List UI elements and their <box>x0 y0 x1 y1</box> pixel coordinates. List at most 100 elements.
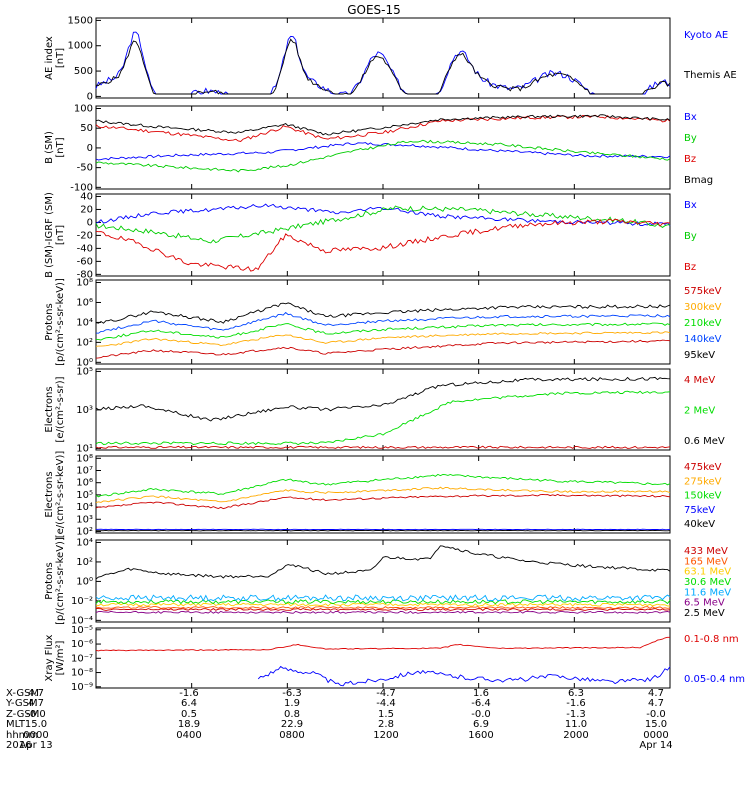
footer-value: 6.9 <box>473 719 489 731</box>
y-tick-label: 10⁴ <box>76 502 93 513</box>
y-axis-label: [W/m²] <box>55 640 66 675</box>
legend-label: Bz <box>684 262 696 273</box>
y-tick-label: -50 <box>77 163 93 174</box>
y-tick-label: 10³ <box>76 405 93 416</box>
panel-frame <box>95 279 671 365</box>
y-tick-label: 10⁻⁵ <box>71 625 93 636</box>
footer-value: -4.4 <box>376 698 396 710</box>
y-axis-label: [p/(cm²-s-sr-keV)] <box>55 278 66 366</box>
y-tick-label: 10⁶ <box>76 297 93 308</box>
footer-value: 18.9 <box>177 719 201 731</box>
y-tick-label: 10⁰ <box>76 357 93 368</box>
y-tick-label: 0 <box>87 217 93 228</box>
footer-value: 4.7 <box>648 698 664 710</box>
series-line-2 <box>95 38 671 95</box>
footer-value: 1.5 <box>378 708 394 720</box>
series-line-1 <box>95 203 671 227</box>
series-line-5 <box>95 594 671 602</box>
footer-row: 2016 Apr 13 Apr 14 <box>6 739 750 751</box>
series-line-1 <box>95 31 671 95</box>
series-line-4 <box>95 528 671 531</box>
y-axis-label: AE index <box>44 36 55 80</box>
legend-label: 210keV <box>684 318 722 329</box>
y-axis-label: [nT] <box>55 48 66 68</box>
series-line-1 <box>95 339 671 359</box>
series-line-7 <box>95 545 671 580</box>
panel-frame <box>95 105 671 190</box>
footer-value: -0.0 <box>471 708 491 720</box>
y-axis-label: [nT] <box>55 225 66 245</box>
y-axis-label: [e/(cm²-s-sr)] <box>55 376 66 442</box>
legend-label: 2 MeV <box>684 406 715 417</box>
y-axis-label: Electrons <box>44 471 55 517</box>
footer-value: 1600 <box>468 729 494 741</box>
footer-value: 0400 <box>176 729 202 741</box>
footer-value: -1.6 <box>179 688 199 699</box>
y-tick-label: 10⁴ <box>76 317 93 328</box>
y-tick-label: 10⁸ <box>76 278 93 289</box>
y-axis-label: B (SM)-IGRF (SM) <box>44 192 55 278</box>
y-axis-label: Protons <box>44 303 55 340</box>
series-line-5 <box>95 302 671 324</box>
footer-value: 6.4 <box>181 698 197 710</box>
legend-label: 40keV <box>684 519 715 530</box>
legend-label: 275keV <box>684 476 722 487</box>
legend-label: 11.6 MeV <box>684 587 731 598</box>
y-tick-label: -40 <box>77 243 93 254</box>
legend-label: 95keV <box>684 350 715 361</box>
y-axis-label: Electrons <box>44 386 55 432</box>
footer-value: 22.9 <box>280 719 304 731</box>
y-tick-label: 40 <box>80 191 93 202</box>
y-tick-label: 50 <box>80 123 93 134</box>
series-line-3 <box>95 218 671 272</box>
footer-row: MLT 15.0 18.9 22.9 2.8 6.9 11.0 15.0 <box>6 719 750 731</box>
legend-label: 6.5 MeV <box>684 598 725 609</box>
y-tick-label: 10¹ <box>76 443 93 454</box>
series-line-1 <box>95 607 671 611</box>
series-line-2 <box>257 665 671 687</box>
footer-value: -6.4 <box>471 698 491 710</box>
y-tick-label: 10⁵ <box>76 490 93 501</box>
footer-value: 0800 <box>279 729 305 741</box>
y-axis-label: [p/(cm²-s-sr-keV)] <box>55 537 66 625</box>
footer-value: -0.0 <box>646 708 666 720</box>
footer-value: 0000 <box>643 729 669 741</box>
footer-value: 15.0 <box>644 719 668 731</box>
footer-row: Y-GSM 4.7 6.4 1.9 -4.4 -6.4 -1.6 4.7 <box>6 698 750 710</box>
footer-row: hhmm 0000 0400 0800 1200 1600 2000 0000 <box>6 729 750 741</box>
y-tick-label: 10⁸ <box>76 453 93 464</box>
legend-label: Bx <box>684 112 697 123</box>
y-tick-label: 10⁴ <box>76 537 93 548</box>
footer-value: 0.5 <box>181 708 197 720</box>
y-tick-label: 10⁻² <box>71 596 93 607</box>
footer-value: Apr 14 <box>639 739 673 751</box>
y-tick-label: 10⁻⁴ <box>71 615 93 626</box>
series-line-1 <box>95 445 671 449</box>
y-axis-label: Xray Flux <box>44 634 55 681</box>
footer-value: 1200 <box>373 729 399 741</box>
footer-row-label: 2016 <box>6 739 32 751</box>
footer-value: 4.7 <box>648 688 664 699</box>
legend-label: Bx <box>684 200 697 211</box>
series-line-3 <box>95 602 671 607</box>
footer-row-label: Y-GSM <box>6 698 38 710</box>
y-tick-label: 1500 <box>68 15 93 26</box>
panel-frame <box>95 193 671 277</box>
series-line-1 <box>95 636 670 652</box>
legend-label: By <box>684 231 697 242</box>
footer-value: 4.7 <box>28 688 44 699</box>
series-line-2 <box>95 205 670 244</box>
y-tick-label: 10⁶ <box>76 478 93 489</box>
footer-value: -4.7 <box>376 688 396 699</box>
panel-frame <box>95 368 671 451</box>
panel-8: 10⁻⁹ 10⁻⁸ 10⁻⁷ 10⁻⁶ 10⁻⁵ Xray Flux [W/m²] 0.1-0… <box>44 625 745 690</box>
footer-value: 1.6 <box>473 688 489 699</box>
panel-3: -80 -60 -40 -20 0 20 40 B (SM)-IGRF (SM) [nT] Bx B… <box>44 191 697 280</box>
footer-value: 0.8 <box>284 708 300 720</box>
y-tick-label: 10⁷ <box>76 466 93 477</box>
series-line-3 <box>95 376 671 422</box>
series-line-5 <box>96 529 671 532</box>
footer-value: Apr 13 <box>19 739 53 751</box>
